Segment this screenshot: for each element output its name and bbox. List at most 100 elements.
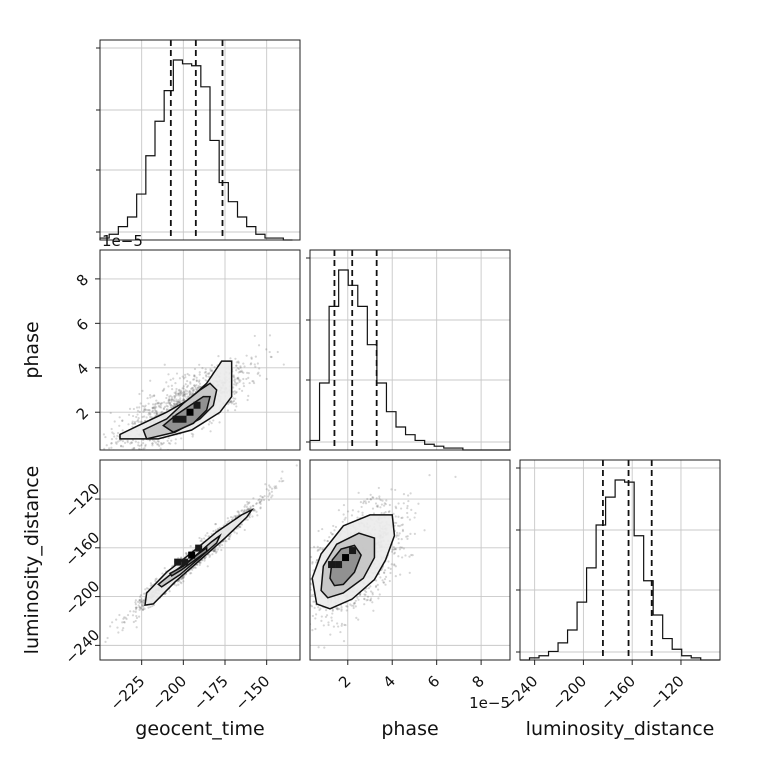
sample-point: [253, 509, 257, 512]
sample-point: [362, 500, 366, 503]
sample-point: [133, 422, 137, 425]
sample-point: [408, 555, 411, 558]
sample-point: [335, 607, 339, 611]
sample-point: [141, 601, 144, 604]
sample-point: [301, 620, 303, 622]
sample-point: [142, 604, 145, 607]
sample-point: [153, 412, 156, 415]
sample-point: [151, 406, 154, 409]
sample-point: [314, 617, 317, 620]
sample-point: [159, 404, 162, 407]
pair-panel-phase-luminosity_distance: [292, 459, 511, 661]
sample-point: [233, 390, 236, 393]
sample-point: [210, 532, 213, 536]
sample-point: [311, 629, 314, 632]
sample-point: [380, 503, 384, 506]
sample-point: [174, 402, 177, 406]
sample-point: [186, 379, 189, 383]
sample-point: [184, 383, 187, 386]
sample-point: [166, 405, 169, 408]
sample-point: [165, 396, 168, 400]
sample-point: [379, 506, 382, 509]
sample-point: [365, 590, 368, 594]
sample-point: [171, 398, 174, 401]
sample-point: [134, 599, 137, 602]
sample-point: [292, 584, 294, 586]
sample-point: [209, 554, 212, 557]
sample-point: [375, 584, 378, 588]
sample-point: [169, 406, 172, 409]
sample-point: [182, 393, 185, 396]
sample-point: [398, 532, 401, 535]
sample-point: [137, 420, 140, 423]
histogram-geocent_time: [99, 59, 293, 241]
sample-point: [247, 502, 250, 505]
sample-point: [336, 607, 339, 610]
sample-point: [139, 600, 143, 603]
sample-point: [410, 508, 413, 511]
sample-point: [280, 477, 283, 480]
sample-point: [239, 366, 242, 369]
sample-point: [270, 496, 273, 499]
sample-point: [197, 380, 201, 383]
sample-point: [97, 440, 99, 442]
sample-point: [158, 406, 161, 409]
sample-point: [282, 479, 285, 483]
sample-point: [202, 426, 205, 429]
sample-point: [256, 362, 259, 365]
sample-point: [413, 516, 416, 519]
sample-point: [213, 549, 217, 553]
sample-point: [330, 619, 334, 622]
sample-point: [408, 571, 411, 574]
sample-point: [189, 572, 192, 575]
sample-point: [130, 441, 134, 444]
sample-point: [189, 393, 192, 396]
sample-point: [364, 593, 367, 596]
sample-point: [159, 406, 163, 409]
sample-point: [379, 576, 382, 579]
sample-point: [146, 397, 149, 400]
sample-point: [232, 390, 235, 393]
x-tick-label-luminosity_distance: −120: [646, 672, 688, 714]
sample-point: [363, 597, 366, 600]
sample-point: [131, 422, 134, 425]
sample-point: [250, 357, 253, 360]
sample-point: [341, 520, 344, 523]
sample-point: [172, 377, 175, 380]
sample-point: [253, 363, 256, 366]
sample-point: [141, 599, 144, 602]
sample-point: [232, 399, 236, 403]
sample-point: [228, 536, 231, 539]
sample-point: [123, 441, 127, 444]
sample-point: [303, 567, 305, 569]
sample-point: [227, 537, 230, 541]
sample-point: [278, 480, 281, 483]
sample-point: [191, 392, 194, 395]
sample-point: [265, 488, 268, 491]
sample-point: [134, 619, 137, 623]
sample-point: [265, 348, 268, 351]
sample-point: [171, 404, 175, 408]
sample-point: [294, 614, 296, 616]
sample-point: [246, 500, 249, 504]
sample-point: [115, 618, 118, 621]
sample-point: [177, 394, 180, 397]
sample-point: [151, 442, 154, 445]
sample-point: [240, 369, 243, 372]
sample-point: [245, 508, 249, 511]
sample-point: [179, 397, 182, 400]
sample-point: [242, 384, 246, 388]
sample-point: [377, 597, 380, 600]
sample-point: [397, 502, 400, 505]
sample-point: [180, 581, 183, 585]
sample-point: [413, 532, 416, 535]
sample-point: [155, 412, 159, 415]
sample-point: [242, 362, 245, 365]
sample-point: [127, 423, 130, 426]
sample-point: [397, 555, 400, 558]
sample-point: [168, 395, 171, 398]
sample-point: [195, 379, 198, 383]
sample-point: [307, 596, 309, 598]
sample-point: [313, 600, 316, 603]
sample-point: [191, 386, 195, 389]
